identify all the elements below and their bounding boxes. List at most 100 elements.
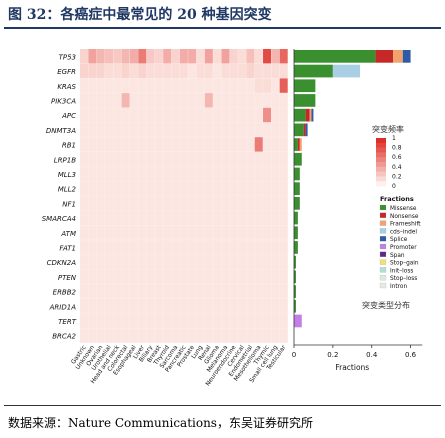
heatmap-cell (146, 63, 155, 79)
gene-label: APC (61, 112, 76, 120)
heatmap-cell (271, 49, 280, 64)
heatmap-cell (80, 151, 89, 167)
heatmap-cell (146, 240, 155, 255)
heatmap-cell (129, 196, 138, 211)
bar-segment (294, 299, 296, 313)
heatmap-cell (271, 107, 280, 123)
heatmap-cell (154, 269, 163, 284)
bar-segment (294, 241, 298, 254)
heatmap-cell (254, 254, 263, 270)
heatmap-cell (188, 107, 197, 123)
heatmap-cell (138, 166, 147, 181)
heatmap-cell (104, 166, 113, 181)
heatmap-cell (121, 254, 130, 270)
heatmap-cell (129, 225, 138, 240)
heatmap-cell (188, 49, 197, 64)
heatmap-cell (188, 240, 197, 255)
gene-label: ARID1A (49, 303, 77, 311)
heatmap-cell (96, 328, 105, 343)
mutation-legend-title: Fractions (380, 195, 414, 203)
heatmap-cell (279, 298, 288, 314)
heatmap-cell (254, 63, 263, 79)
heatmap-cell (271, 137, 280, 152)
heatmap-cell (80, 254, 89, 270)
heatmap-cell (188, 151, 197, 167)
heatmap-cell (196, 284, 205, 299)
heatmap-cell (88, 181, 97, 196)
bar-segment (294, 314, 302, 328)
heatmap-cell (221, 78, 230, 93)
bar-segment (294, 182, 300, 195)
heatmap-cell (279, 240, 288, 255)
heatmap-cell (204, 254, 213, 270)
mutation-legend-swatch (379, 236, 387, 242)
source-note: 数据来源：Nature Communications，东吴证券研究所 (8, 416, 313, 430)
heatmap-cell (263, 151, 272, 167)
heatmap-cell (138, 210, 147, 226)
heatmap-cell (80, 210, 89, 226)
mutation-legend-label: Promoter (390, 245, 417, 251)
heatmap-cell (263, 107, 272, 123)
bar-segment (294, 94, 316, 107)
x-axis-label: Fractions (335, 363, 369, 372)
heatmap-cell (204, 225, 213, 240)
heatmap-cell (138, 254, 147, 270)
heatmap-cell (229, 78, 238, 93)
heatmap-cell (196, 240, 205, 255)
heatmap-cell (171, 63, 180, 79)
heatmap-cell (88, 254, 97, 270)
heatmap-cell (113, 210, 122, 226)
mutation-legend-swatch (379, 228, 387, 234)
heatmap-cell (146, 254, 155, 270)
heatmap-cell (221, 210, 230, 226)
heatmap-cell (263, 49, 272, 64)
heatmap-cell (96, 166, 105, 181)
bar-segment (303, 123, 306, 137)
heatmap-cell (204, 298, 213, 314)
colorbar-segment (376, 181, 386, 187)
heatmap-cell (88, 284, 97, 299)
heatmap-cell (88, 166, 97, 181)
heatmap-cell (263, 298, 272, 314)
heatmap-cell (238, 313, 247, 328)
heatmap-cell (154, 298, 163, 314)
heatmap-cell (263, 93, 272, 108)
heatmap-cell (221, 254, 230, 270)
heatmap-cell (113, 269, 122, 284)
heatmap-cell (204, 210, 213, 226)
colorbar-segment (376, 147, 386, 153)
heatmap-cell (246, 240, 255, 255)
heatmap-cell (146, 49, 155, 64)
heatmap-cell (154, 284, 163, 299)
heatmap-cell (238, 63, 247, 79)
gene-label: PIK3CA (51, 97, 76, 105)
heatmap-cell (104, 240, 113, 255)
heatmap-cell (146, 78, 155, 93)
heatmap-cell (279, 269, 288, 284)
heatmap-cell (154, 49, 163, 64)
heatmap-cell (179, 63, 188, 79)
bar-segment (294, 123, 304, 137)
heatmap-cell (254, 78, 263, 93)
heatmap-cell (171, 181, 180, 196)
gene-label: ATM (60, 230, 76, 238)
heatmap-cell (96, 254, 105, 270)
gene-label: ERBB2 (53, 289, 77, 297)
heatmap-cell (154, 254, 163, 270)
heatmap-cell (263, 196, 272, 211)
heatmap-cell (213, 49, 222, 64)
heatmap-cell (279, 137, 288, 152)
heatmap-cell (188, 122, 197, 137)
heatmap-cell (171, 284, 180, 299)
heatmap-cell (121, 107, 130, 123)
heatmap-cell (88, 93, 97, 108)
mutation-legend-label: cds–indel (390, 229, 417, 235)
heatmap-cell (179, 254, 188, 270)
heatmap-cell (138, 151, 147, 167)
heatmap-cell (138, 269, 147, 284)
heatmap-cell (121, 137, 130, 152)
heatmap-cell (113, 240, 122, 255)
colorbar-tick-label: 0.6 (392, 154, 402, 161)
heatmap-cell (171, 240, 180, 255)
heatmap-cell (229, 313, 238, 328)
